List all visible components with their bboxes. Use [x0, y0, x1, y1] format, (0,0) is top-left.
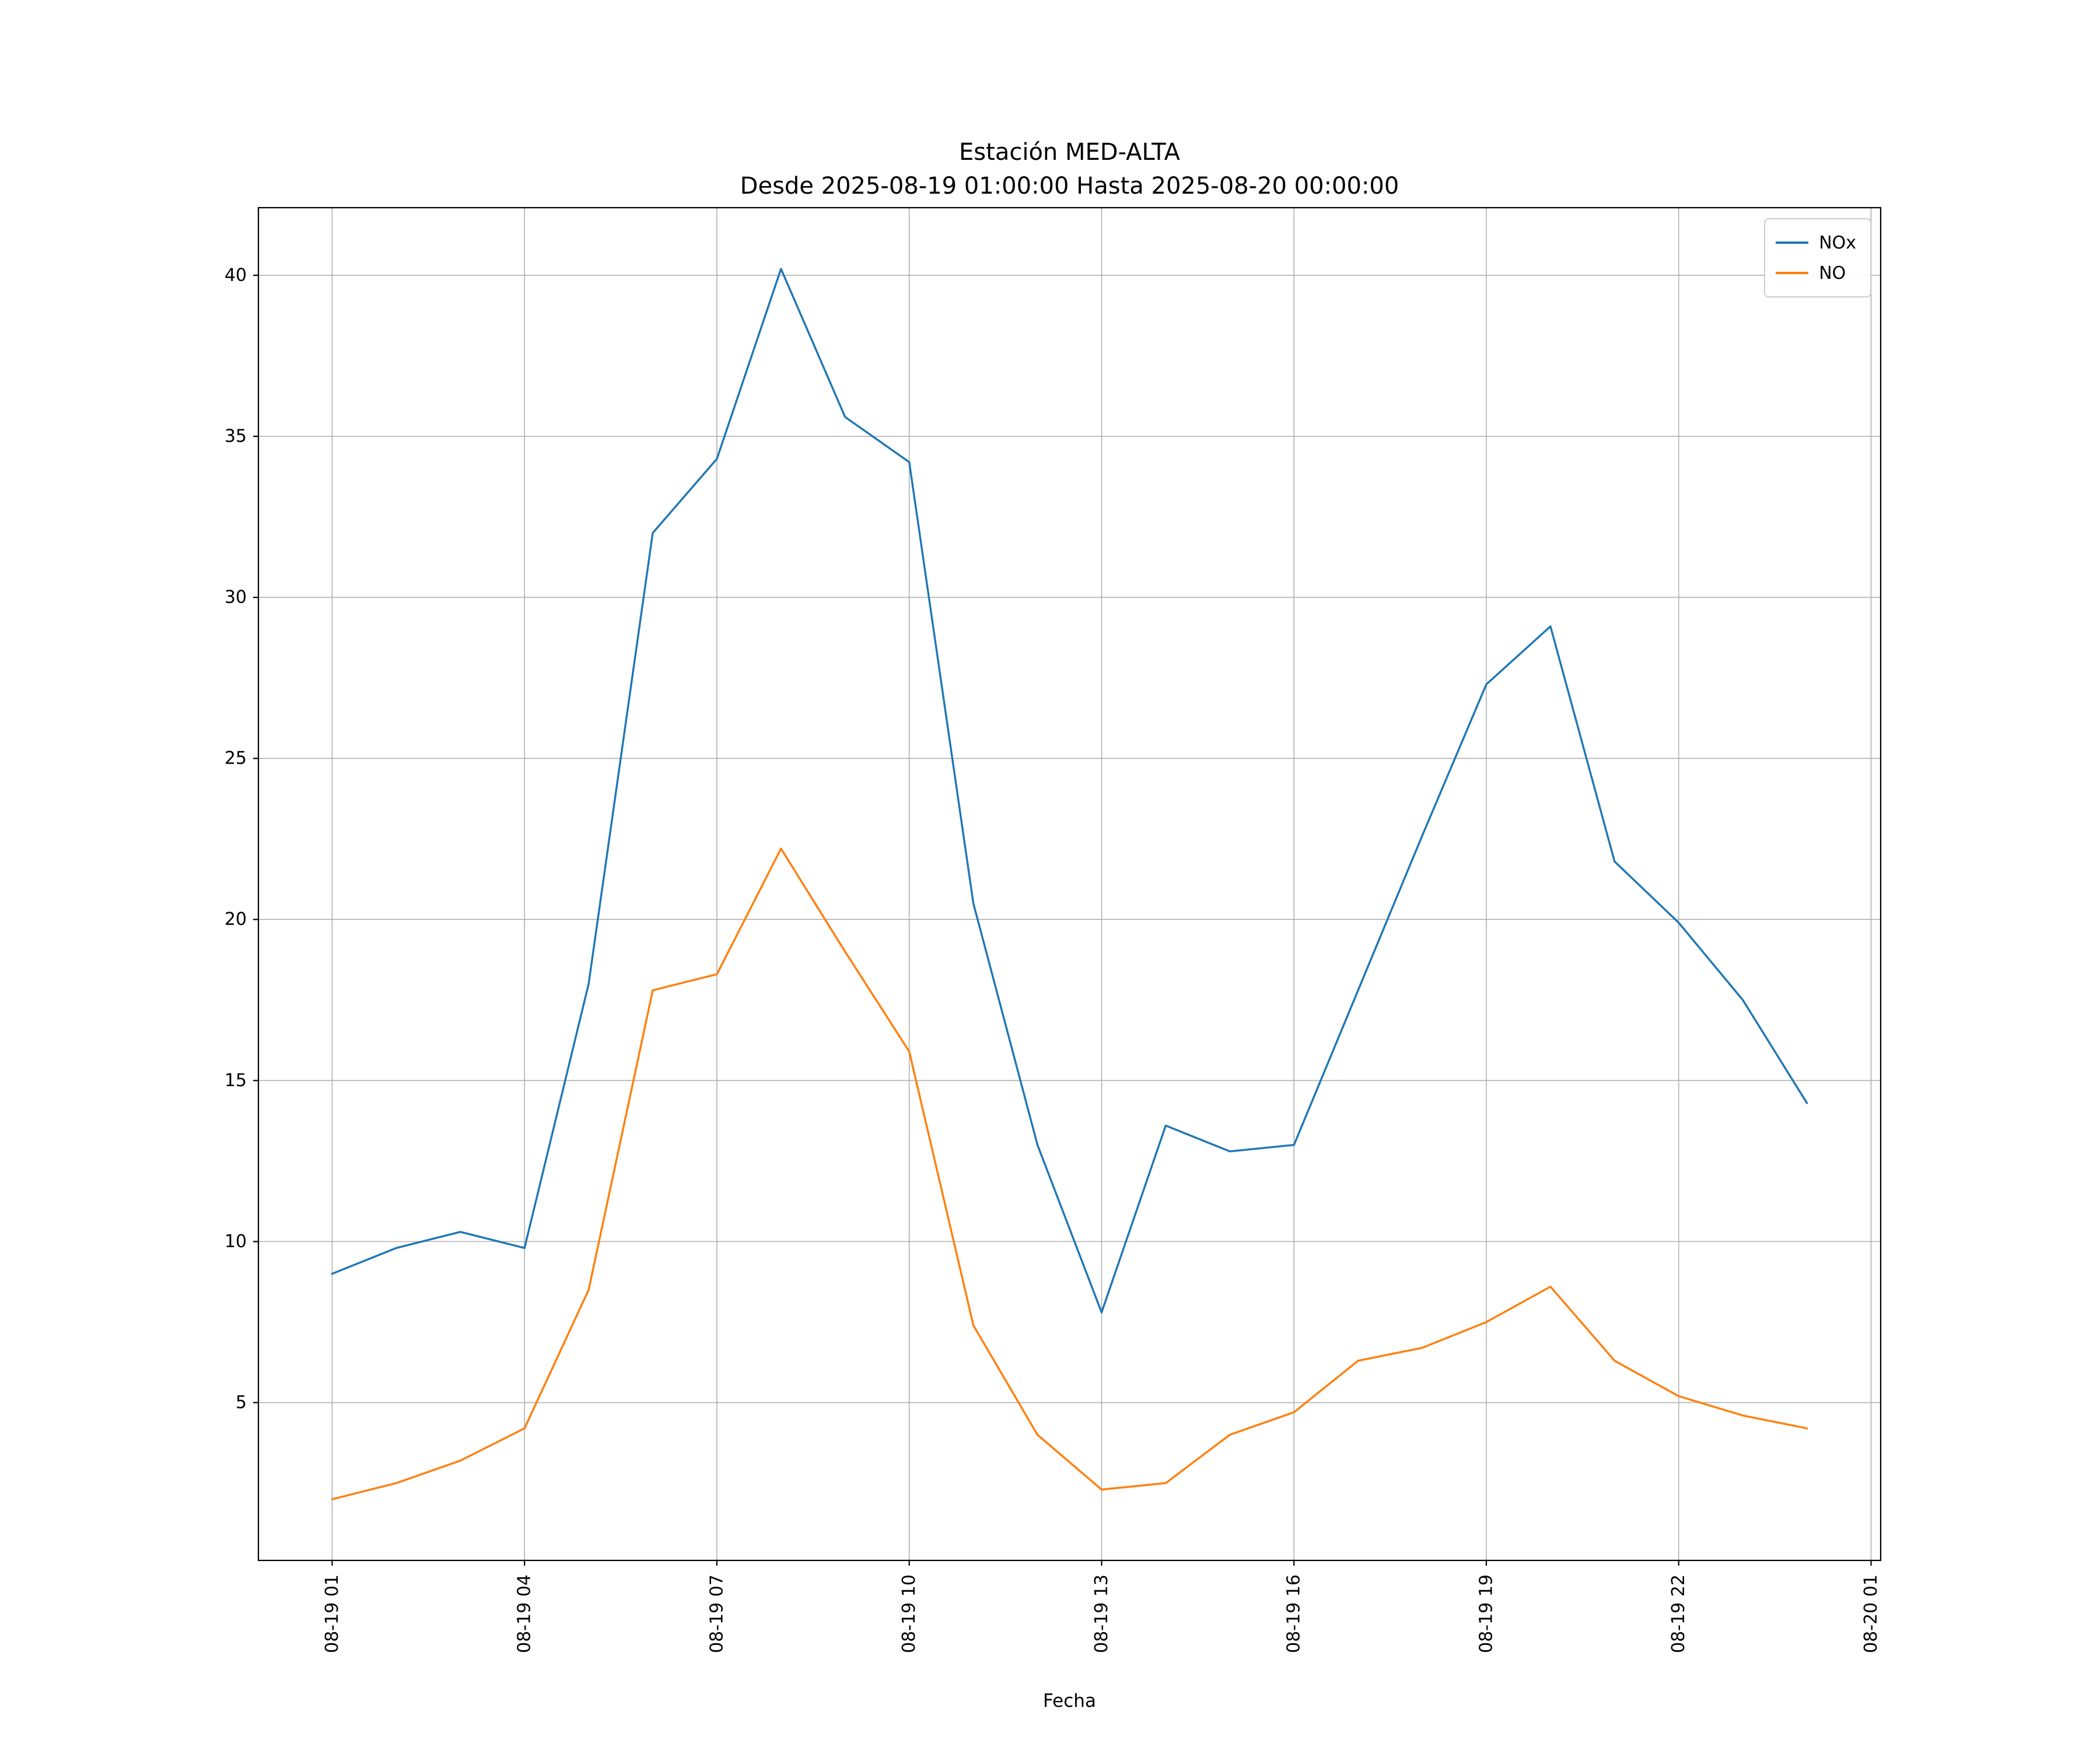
y-tick-label: 5 — [236, 1392, 247, 1413]
y-tick-label: 20 — [225, 909, 247, 930]
plot-area — [258, 208, 1881, 1560]
y-tick-label: 15 — [225, 1070, 247, 1091]
y-tick-label: 35 — [225, 426, 247, 447]
x-tick-label: 08-19 22 — [1668, 1574, 1689, 1653]
legend-label-no: NO — [1819, 262, 1846, 284]
x-tick-label: 08-19 10 — [899, 1574, 919, 1653]
series-line-no — [331, 848, 1808, 1500]
legend-label-nox: NOx — [1819, 232, 1856, 253]
legend-entry-no: NO — [1776, 258, 1856, 288]
axes-spines — [257, 206, 1882, 1562]
legend-line-swatch-no — [1776, 272, 1809, 274]
series-line-nox — [331, 268, 1808, 1314]
chart-title-line2: Desde 2025-08-19 01:00:00 Hasta 2025-08-… — [740, 173, 1399, 200]
x-tick-label: 08-19 01 — [322, 1574, 342, 1653]
x-tick-label: 08-19 16 — [1284, 1574, 1304, 1653]
x-axis-label: Fecha — [1043, 1690, 1096, 1712]
y-tick-label: 25 — [225, 748, 247, 769]
x-tick-label: 08-19 13 — [1091, 1574, 1112, 1653]
legend-entry-nox: NOx — [1776, 228, 1856, 258]
x-tick-label: 08-19 04 — [514, 1574, 535, 1653]
legend-line-swatch-nox — [1776, 242, 1809, 244]
y-tick-label: 40 — [225, 265, 247, 285]
x-tick-label: 08-19 07 — [706, 1574, 727, 1653]
legend: NOx NO — [1764, 218, 1871, 298]
y-tick-label: 10 — [225, 1231, 247, 1252]
x-tick-label: 08-19 19 — [1476, 1574, 1496, 1653]
chart-title: Estación MED-ALTA Desde 2025-08-19 01:00… — [258, 135, 1881, 203]
x-tick-label: 08-20 01 — [1861, 1574, 1881, 1653]
y-tick-label: 30 — [225, 587, 247, 608]
chart-title-line1: Estación MED-ALTA — [959, 139, 1180, 166]
